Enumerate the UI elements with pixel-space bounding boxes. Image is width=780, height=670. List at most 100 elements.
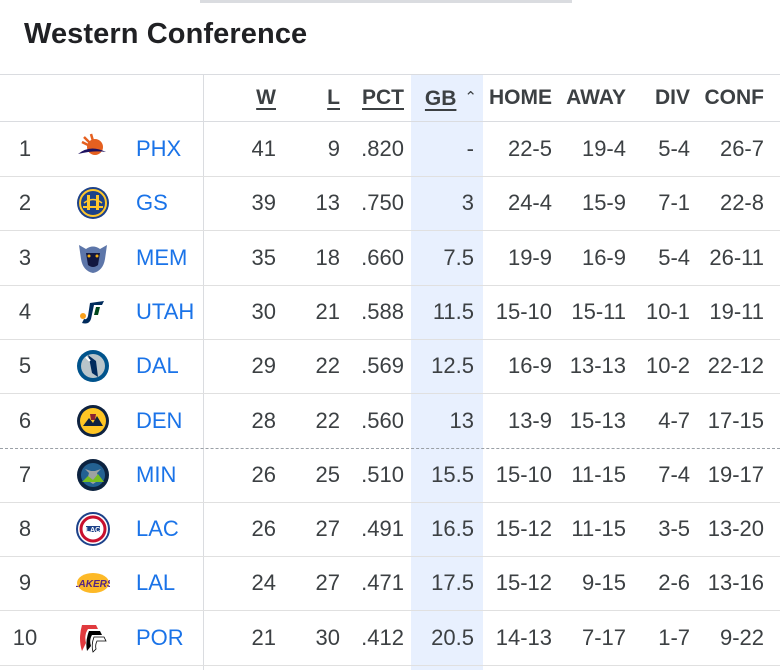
home-cell: 14-13 xyxy=(495,624,552,650)
home-cell: 24-4 xyxy=(507,190,552,216)
home-cell: 16-9 xyxy=(507,353,552,379)
away-cell: 11-15 xyxy=(571,461,626,487)
team-link[interactable]: LAC xyxy=(136,516,179,542)
gb-cell: 3 xyxy=(461,190,474,216)
home-cell: 15-12 xyxy=(495,570,552,596)
pct-cell: .510 xyxy=(361,461,404,487)
team-link[interactable]: PHX xyxy=(136,136,182,161)
team-link[interactable]: LAL xyxy=(136,570,176,596)
col-header-away[interactable]: AWAY xyxy=(566,86,626,109)
l-cell: 18 xyxy=(315,244,340,270)
rank-cell: 7 xyxy=(18,461,32,487)
pct-cell: .560 xyxy=(361,407,404,433)
lakers-logo-icon: LAKERS xyxy=(72,566,114,600)
col-header-div[interactable]: DIV xyxy=(654,86,690,109)
jazz-logo-icon xyxy=(76,295,110,329)
l-cell: 13 xyxy=(315,190,340,216)
col-header-conf[interactable]: CONF xyxy=(704,86,765,109)
team-link[interactable]: UTAH xyxy=(136,298,195,324)
l-cell: 27 xyxy=(315,516,340,542)
w-cell: 41 xyxy=(251,136,276,161)
col-header-gb[interactable]: GB ⌃ xyxy=(411,75,477,121)
l-cell: 9 xyxy=(327,136,340,161)
team-link[interactable]: POR xyxy=(136,624,184,650)
pct-cell: .491 xyxy=(361,516,404,542)
conf-cell: 9-22 xyxy=(719,624,764,650)
conf-cell: 26-11 xyxy=(709,244,764,270)
col-header-l[interactable]: L xyxy=(327,86,340,109)
w-cell: 26 xyxy=(251,516,276,542)
w-cell: 30 xyxy=(251,298,276,324)
l-cell: 22 xyxy=(315,353,340,379)
gb-cell: 15.5 xyxy=(431,461,474,487)
team-link[interactable]: GS xyxy=(136,190,168,216)
team-link[interactable]: MIN xyxy=(136,461,177,487)
pct-cell: .569 xyxy=(361,353,404,379)
l-cell: 22 xyxy=(315,407,340,433)
team-link[interactable]: MEM xyxy=(136,244,188,270)
table-row[interactable]: 6 DEN 28 22 .560 13 13-9 15-13 4-7 17-15 xyxy=(0,394,780,449)
table-row[interactable]: 3 MEM 35 18 .660 7.5 19-9 16-9 5-4 26-11 xyxy=(0,231,780,286)
away-cell: 9-15 xyxy=(581,570,626,596)
gb-cell: 16.5 xyxy=(431,516,474,542)
table-row[interactable]: 5 DAL 29 22 .569 12.5 16-9 13-13 10-2 22-12 xyxy=(0,339,780,395)
conf-cell: 13-16 xyxy=(707,570,764,596)
rank-cell: 9 xyxy=(18,570,32,596)
home-cell: 19-9 xyxy=(507,244,552,270)
table-row[interactable]: 10 POR 21 30 .412 20.5 14-13 7-17 1-7 9-22 xyxy=(0,611,780,666)
rank-cell: 6 xyxy=(18,407,32,433)
grizzlies-logo-icon xyxy=(76,241,110,275)
page-title: Western Conference xyxy=(24,18,308,50)
table-row[interactable]: 8 LAC LAC 26 27 .491 16.5 15-12 11-15 3-5 13-20 xyxy=(0,502,780,558)
gb-cell: 7.5 xyxy=(443,244,474,270)
conf-cell: 19-11 xyxy=(709,298,764,324)
w-cell: 35 xyxy=(251,244,276,270)
div-cell: 1-7 xyxy=(658,624,690,650)
rank-cell: 5 xyxy=(18,353,32,379)
w-cell: 28 xyxy=(251,407,276,433)
home-cell: 15-12 xyxy=(495,516,552,542)
suns-logo-icon xyxy=(76,132,110,166)
pct-cell: .820 xyxy=(361,136,404,161)
away-cell: 19-4 xyxy=(581,136,626,161)
l-cell: 21 xyxy=(315,298,340,324)
team-link[interactable]: DAL xyxy=(136,353,179,379)
pct-cell: .750 xyxy=(361,190,404,216)
col-header-pct[interactable]: PCT xyxy=(362,86,404,109)
home-cell: 22-5 xyxy=(507,136,552,161)
div-cell: 10-2 xyxy=(645,353,690,379)
col-header-home[interactable]: HOME xyxy=(489,86,552,109)
rank-cell: 2 xyxy=(18,190,32,216)
l-cell: 27 xyxy=(315,570,340,596)
w-cell: 26 xyxy=(251,461,276,487)
w-cell: 39 xyxy=(251,190,276,216)
away-cell: 11-15 xyxy=(571,516,626,542)
div-cell: 4-7 xyxy=(658,407,690,433)
table-row[interactable]: 7 MIN 26 25 .510 15.5 15-10 11-15 7-4 19-17 xyxy=(0,448,780,503)
away-cell: 13-13 xyxy=(569,353,626,379)
away-cell: 15-9 xyxy=(581,190,626,216)
home-cell: 15-10 xyxy=(495,461,552,487)
table-row[interactable]: 9 LAKERS LAL 24 27 .471 17.5 15-12 9-15 2-6 13-16 xyxy=(0,556,780,612)
away-cell: 16-9 xyxy=(581,244,626,270)
mavericks-logo-icon xyxy=(76,349,110,383)
col-header-w[interactable]: W xyxy=(256,86,276,109)
table-row[interactable]: 4 UTAH 30 21 .588 11.5 15-10 15-11 10-1 19-11 xyxy=(0,285,780,340)
conf-cell: 22-8 xyxy=(719,190,764,216)
l-cell: 25 xyxy=(315,461,340,487)
table-row[interactable]: 1 PHX 41 9 .820 - 22-5 19-4 5-4 26-7 xyxy=(0,122,780,177)
header-top-border xyxy=(0,74,780,75)
div-cell: 7-4 xyxy=(658,461,690,487)
div-cell: 3-5 xyxy=(658,516,690,542)
svg-text:LAC: LAC xyxy=(86,527,100,534)
rank-cell: 1 xyxy=(18,136,32,161)
rank-cell: 3 xyxy=(18,244,32,270)
w-cell: 24 xyxy=(251,570,276,596)
table-row[interactable]: 2 GS 39 13 .750 3 24-4 15-9 7-1 22-8 xyxy=(0,176,780,232)
pct-cell: .471 xyxy=(361,570,404,596)
away-cell: 15-13 xyxy=(569,407,626,433)
home-cell: 13-9 xyxy=(507,407,552,433)
div-cell: 7-1 xyxy=(658,190,690,216)
div-cell: 10-1 xyxy=(645,298,690,324)
team-link[interactable]: DEN xyxy=(136,407,183,433)
